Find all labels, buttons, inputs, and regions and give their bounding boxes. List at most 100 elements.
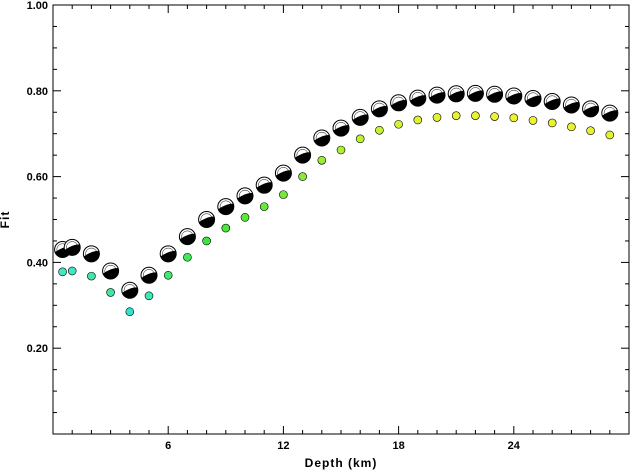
focal-mechanism-series	[54, 84, 619, 299]
beachball-inner-ring	[373, 102, 386, 115]
fit-point	[163, 270, 173, 280]
x-tick-label: 24	[508, 440, 521, 452]
fit-point	[432, 113, 442, 122]
beachball-point	[159, 245, 177, 263]
beachball-compressional	[313, 134, 331, 147]
beachball-compressional	[525, 95, 542, 107]
fit-point	[586, 126, 595, 135]
fit-point	[413, 115, 423, 125]
fit-point	[106, 288, 115, 297]
beachball-compressional	[275, 170, 292, 182]
beachball-compressional	[601, 110, 619, 122]
beachball-compressional	[83, 250, 100, 263]
beachball-inner-ring	[258, 179, 271, 192]
beachball-inner-ring	[123, 284, 136, 297]
beachball-inner-ring	[334, 122, 348, 135]
beachball-inner-ring	[526, 92, 540, 105]
beachball-inner-ring	[392, 96, 405, 109]
beachball-inner-ring	[219, 200, 232, 213]
fit-point	[221, 223, 231, 233]
beachball-compressional	[179, 233, 196, 245]
x-tick-label: 12	[277, 440, 289, 452]
beachball-point	[102, 262, 120, 280]
beachball-point	[370, 100, 388, 118]
beachball-inner-ring	[85, 247, 98, 260]
beachball-compressional	[333, 125, 350, 137]
beachball-compressional	[141, 272, 158, 284]
beachball-compressional	[64, 244, 81, 256]
beachball-inner-ring	[430, 89, 444, 102]
beachball-compressional	[352, 114, 369, 126]
fit-point	[183, 252, 192, 262]
fit-point	[336, 145, 346, 155]
beachball-point	[82, 245, 100, 263]
beachball-compressional	[505, 92, 523, 105]
fit-point	[240, 213, 250, 222]
y-tick-label: 1.00	[27, 0, 48, 12]
x-tick-label: 6	[165, 440, 171, 452]
beachball-inner-ring	[238, 189, 252, 202]
beachball-compressional	[371, 105, 388, 118]
beachball-compressional	[256, 182, 273, 194]
beachball-inner-ring	[277, 167, 290, 180]
beachball-point	[562, 96, 580, 114]
beachball-compressional	[486, 91, 503, 103]
beachball-inner-ring	[66, 241, 79, 254]
beachball-inner-ring	[200, 213, 213, 226]
beachball-inner-ring	[104, 264, 117, 278]
y-axis-title: Fit	[0, 211, 12, 229]
beachball-compressional	[448, 90, 465, 103]
y-tick-label: 0.60	[27, 172, 48, 184]
fit-point	[317, 155, 327, 165]
beachball-point	[236, 187, 254, 205]
beachball-compressional	[544, 98, 561, 110]
fit-point	[87, 271, 96, 281]
plot-frame	[52, 4, 630, 435]
beachball-point	[332, 119, 350, 137]
fit-point	[58, 267, 67, 277]
fit-point	[355, 134, 365, 144]
y-tick-label: 0.80	[27, 86, 48, 98]
beachball-point	[140, 266, 158, 284]
fit-point	[67, 266, 77, 276]
beachball-point	[543, 93, 561, 111]
beachball-point	[601, 104, 619, 122]
fit-point	[567, 122, 576, 132]
beachball-compressional	[121, 287, 139, 299]
fit-point	[375, 125, 384, 135]
beachball-point	[486, 85, 504, 103]
beachball-compressional	[582, 105, 599, 118]
fit-point	[490, 112, 499, 121]
fit-point	[125, 307, 135, 317]
beachball-compressional	[160, 250, 177, 263]
fit-point	[605, 130, 615, 140]
fit-point	[451, 111, 461, 120]
beachball-inner-ring	[450, 87, 463, 100]
beachball-point	[313, 129, 331, 147]
beachball-inner-ring	[584, 102, 597, 115]
fit-point	[528, 116, 538, 125]
beachball-inner-ring	[315, 131, 328, 145]
beachball-compressional	[409, 95, 427, 107]
beachball-inner-ring	[507, 89, 520, 102]
beachball-point	[409, 89, 427, 107]
beachball-compressional	[563, 101, 580, 114]
beachball-inner-ring	[354, 111, 367, 124]
fit-point	[202, 236, 211, 246]
fit-point	[509, 113, 519, 123]
beachball-compressional	[429, 92, 446, 104]
x-tick-label: 18	[392, 440, 404, 452]
beachball-point	[447, 85, 465, 103]
beachball-point	[524, 90, 542, 108]
beachball-point	[121, 281, 139, 299]
beachball-inner-ring	[181, 230, 194, 243]
y-axis: 0.20 0.40 0.60 0.80 1.00	[27, 0, 629, 414]
beachball-inner-ring	[546, 95, 559, 108]
beachball-inner-ring	[411, 92, 424, 105]
beachball-point	[198, 211, 216, 228]
beachball-inner-ring	[488, 88, 501, 101]
y-tick-label: 0.40	[27, 257, 48, 269]
beachball-point	[351, 108, 369, 126]
beachball-point	[255, 176, 273, 194]
